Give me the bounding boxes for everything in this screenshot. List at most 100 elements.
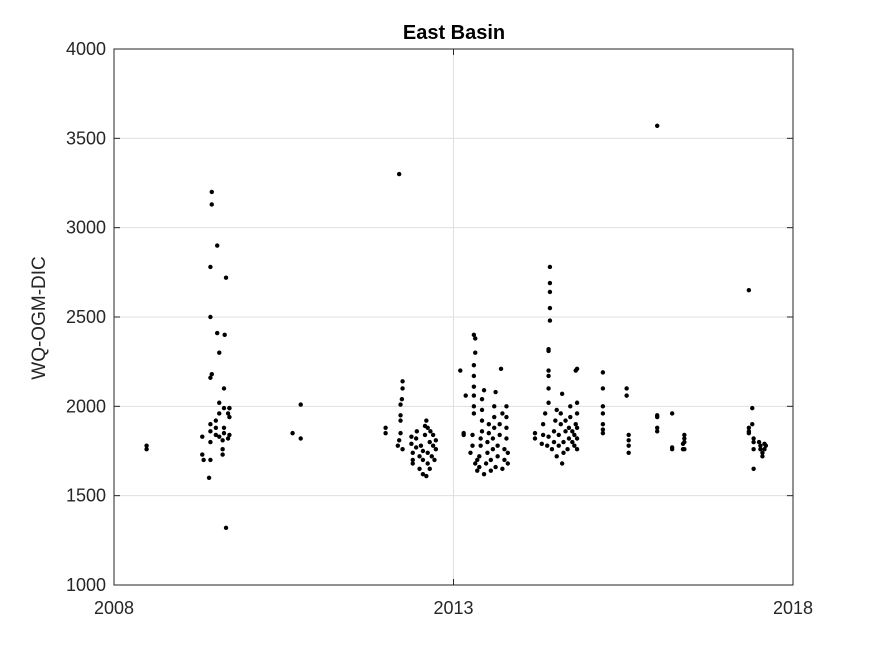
data-point bbox=[471, 332, 477, 338]
data-point bbox=[574, 400, 580, 405]
data-point bbox=[425, 450, 430, 455]
data-point bbox=[222, 332, 227, 338]
data-point bbox=[504, 436, 509, 441]
data-point bbox=[551, 429, 557, 434]
data-point bbox=[492, 425, 497, 430]
data-point bbox=[425, 425, 430, 430]
data-point bbox=[504, 425, 509, 430]
y-tick-label: 3000 bbox=[66, 218, 106, 238]
data-point bbox=[655, 413, 660, 418]
data-point bbox=[410, 457, 415, 463]
data-point bbox=[427, 439, 432, 445]
data-point bbox=[208, 429, 213, 434]
data-point bbox=[488, 468, 494, 473]
data-point bbox=[573, 422, 578, 427]
data-point bbox=[413, 445, 419, 450]
data-point bbox=[208, 314, 213, 320]
data-point bbox=[428, 429, 433, 434]
data-point bbox=[409, 441, 414, 447]
data-point bbox=[556, 443, 561, 448]
data-point bbox=[417, 454, 422, 459]
y-tick-label: 2500 bbox=[66, 307, 106, 327]
x-tick-label: 2018 bbox=[773, 598, 813, 618]
data-point bbox=[600, 386, 606, 391]
data-point bbox=[215, 330, 220, 336]
data-point bbox=[217, 350, 222, 355]
data-point bbox=[568, 414, 573, 420]
data-point bbox=[213, 432, 219, 438]
data-point bbox=[565, 447, 570, 452]
data-point bbox=[626, 432, 631, 438]
data-point bbox=[479, 429, 485, 434]
data-point bbox=[400, 447, 405, 452]
data-point bbox=[495, 454, 500, 459]
data-point bbox=[425, 461, 430, 466]
data-point bbox=[624, 393, 629, 398]
data-point bbox=[559, 391, 565, 397]
data-point bbox=[574, 425, 580, 430]
data-point bbox=[478, 443, 483, 448]
data-point bbox=[750, 422, 755, 427]
data-point bbox=[492, 414, 497, 420]
data-point bbox=[547, 280, 553, 286]
data-point bbox=[488, 457, 494, 463]
data-point bbox=[396, 438, 402, 443]
data-point bbox=[298, 402, 303, 407]
data-point bbox=[298, 436, 303, 441]
data-point bbox=[570, 439, 575, 445]
data-point bbox=[669, 411, 675, 416]
data-point bbox=[486, 430, 492, 436]
data-point bbox=[682, 432, 687, 438]
data-point bbox=[558, 411, 563, 416]
data-point bbox=[498, 366, 504, 372]
data-point bbox=[200, 434, 205, 439]
data-point bbox=[290, 430, 295, 436]
data-point bbox=[420, 457, 426, 463]
data-point bbox=[477, 454, 482, 459]
data-point bbox=[751, 447, 756, 452]
data-point bbox=[479, 396, 485, 402]
data-point bbox=[540, 422, 546, 427]
data-point bbox=[395, 443, 401, 448]
data-point bbox=[546, 373, 551, 379]
data-point bbox=[751, 436, 756, 441]
data-point bbox=[682, 447, 687, 452]
data-point bbox=[208, 422, 213, 427]
data-point bbox=[398, 418, 403, 423]
data-point bbox=[568, 404, 573, 409]
data-point bbox=[556, 432, 561, 438]
data-point bbox=[626, 443, 631, 448]
data-point bbox=[427, 466, 432, 472]
data-point bbox=[751, 466, 756, 472]
data-point bbox=[471, 363, 477, 368]
data-point bbox=[424, 418, 429, 423]
data-point bbox=[227, 405, 232, 411]
data-point bbox=[682, 439, 687, 445]
data-point bbox=[481, 472, 487, 477]
data-point bbox=[551, 439, 557, 445]
data-point bbox=[559, 461, 565, 466]
data-point bbox=[546, 386, 551, 391]
data-point bbox=[485, 439, 490, 445]
data-point bbox=[600, 370, 606, 375]
data-point bbox=[626, 450, 631, 455]
data-point bbox=[547, 264, 553, 270]
data-point bbox=[497, 432, 502, 438]
data-point bbox=[561, 450, 566, 455]
data-point bbox=[206, 475, 212, 480]
data-point bbox=[430, 443, 436, 448]
data-point bbox=[624, 386, 629, 391]
data-point bbox=[540, 432, 546, 438]
data-point bbox=[220, 447, 225, 452]
data-point bbox=[400, 379, 405, 384]
data-point bbox=[655, 429, 660, 434]
data-point bbox=[220, 452, 225, 457]
data-point bbox=[201, 457, 206, 463]
data-point bbox=[574, 366, 580, 372]
data-point bbox=[751, 439, 756, 445]
data-point bbox=[545, 443, 550, 448]
data-point bbox=[227, 414, 232, 420]
data-point bbox=[493, 464, 498, 470]
data-point bbox=[546, 346, 551, 352]
